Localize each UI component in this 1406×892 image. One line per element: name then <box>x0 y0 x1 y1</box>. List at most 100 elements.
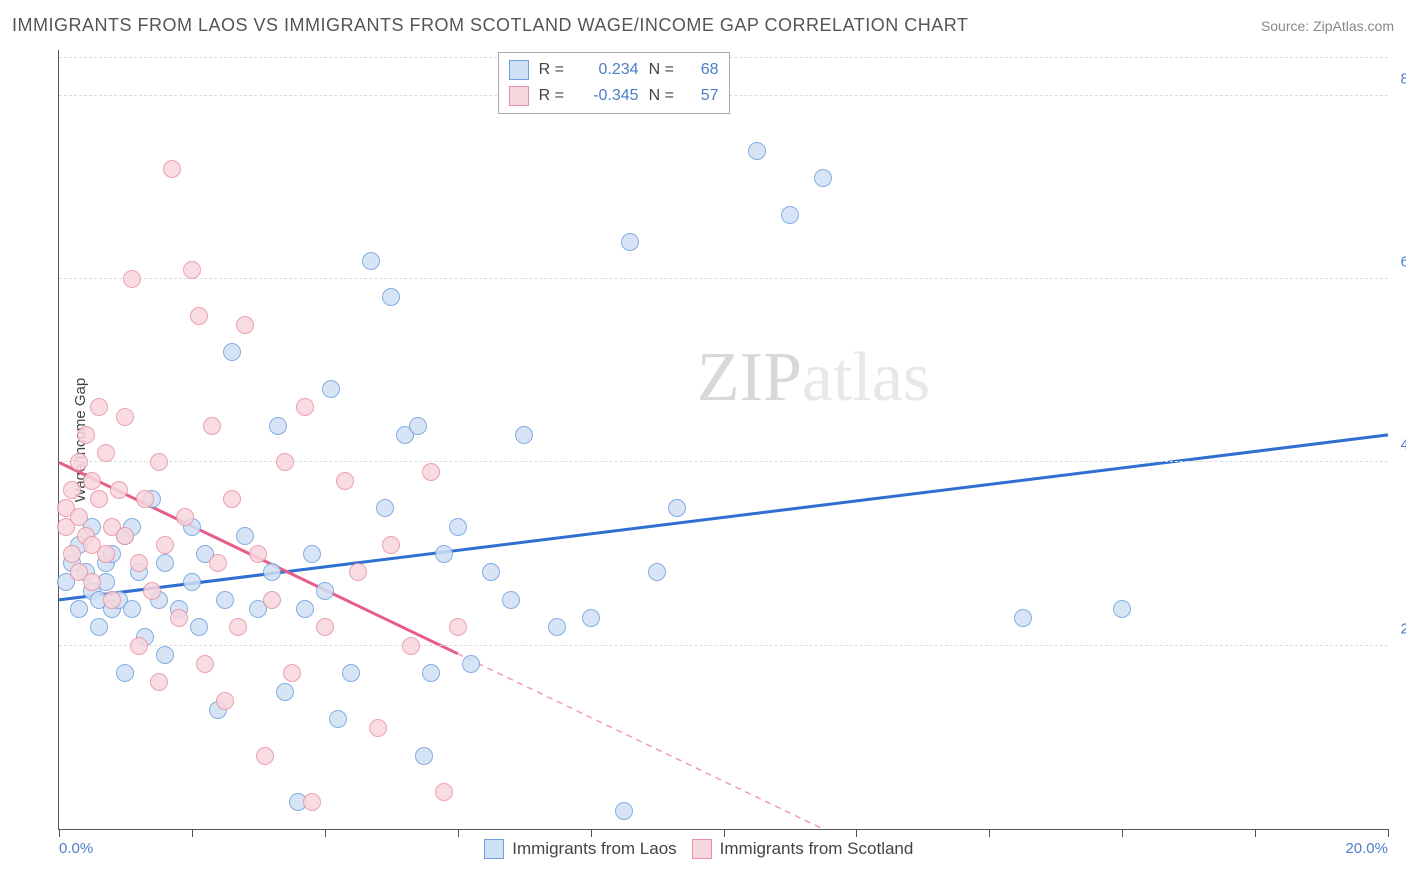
scatter-point-scotland <box>150 453 168 471</box>
scatter-point-laos <box>156 646 174 664</box>
scatter-point-scotland <box>190 307 208 325</box>
scatter-point-laos <box>116 664 134 682</box>
trend-lines <box>59 50 1388 829</box>
scatter-point-scotland <box>77 426 95 444</box>
scatter-point-laos <box>223 343 241 361</box>
scatter-point-laos <box>748 142 766 160</box>
source-attribution: Source: ZipAtlas.com <box>1261 18 1394 34</box>
scatter-point-laos <box>276 683 294 701</box>
x-tick-label: 0.0% <box>59 840 93 857</box>
scatter-point-laos <box>582 609 600 627</box>
r-label: R = <box>539 83 569 109</box>
scatter-point-scotland <box>236 316 254 334</box>
scatter-point-scotland <box>90 490 108 508</box>
scatter-point-scotland <box>229 618 247 636</box>
n-label: N = <box>649 83 679 109</box>
scatter-point-laos <box>648 563 666 581</box>
scatter-point-laos <box>183 573 201 591</box>
x-tick <box>325 829 326 837</box>
scatter-point-laos <box>263 563 281 581</box>
scatter-point-laos <box>621 233 639 251</box>
n-label: N = <box>649 57 679 83</box>
scatter-point-scotland <box>316 618 334 636</box>
scatter-point-scotland <box>130 554 148 572</box>
scatter-point-laos <box>70 600 88 618</box>
y-tick-label: 80.0% <box>1400 70 1406 87</box>
scatter-point-laos <box>814 169 832 187</box>
scatter-point-scotland <box>63 545 81 563</box>
scatter-point-scotland <box>369 719 387 737</box>
stats-row-laos: R =0.234N =68 <box>509 57 719 83</box>
scatter-point-laos <box>362 252 380 270</box>
scatter-point-laos <box>190 618 208 636</box>
scatter-point-scotland <box>435 783 453 801</box>
scatter-point-scotland <box>97 444 115 462</box>
scatter-point-scotland <box>303 793 321 811</box>
swatch-scotland <box>692 839 712 859</box>
scatter-point-scotland <box>90 398 108 416</box>
legend-item-laos: Immigrants from Laos <box>484 839 676 859</box>
gridline <box>59 461 1388 462</box>
scatter-point-laos <box>1014 609 1032 627</box>
scatter-point-scotland <box>150 673 168 691</box>
scatter-point-laos <box>409 417 427 435</box>
scatter-point-laos <box>422 664 440 682</box>
gridline <box>59 278 1388 279</box>
scatter-point-scotland <box>123 270 141 288</box>
scatter-point-laos <box>123 600 141 618</box>
scatter-point-scotland <box>110 481 128 499</box>
scatter-point-laos <box>482 563 500 581</box>
scatter-point-laos <box>296 600 314 618</box>
scatter-point-scotland <box>103 591 121 609</box>
n-value: 68 <box>689 57 719 83</box>
stats-legend: R =0.234N =68R =-0.345N =57 <box>498 52 730 114</box>
scatter-point-scotland <box>382 536 400 554</box>
scatter-point-laos <box>435 545 453 563</box>
gridline <box>59 645 1388 646</box>
x-tick <box>591 829 592 837</box>
scatter-point-scotland <box>156 536 174 554</box>
n-value: 57 <box>689 83 719 109</box>
scatter-point-scotland <box>163 160 181 178</box>
scatter-point-scotland <box>402 637 420 655</box>
scatter-point-laos <box>216 591 234 609</box>
scatter-point-laos <box>668 499 686 517</box>
scatter-point-scotland <box>83 472 101 490</box>
scatter-plot: ZIPatlas 20.0%40.0%60.0%80.0%0.0%20.0%R … <box>58 50 1388 830</box>
scatter-point-scotland <box>63 481 81 499</box>
scatter-point-laos <box>548 618 566 636</box>
scatter-point-laos <box>376 499 394 517</box>
swatch-scotland <box>509 86 529 106</box>
x-tick <box>1388 829 1389 837</box>
x-tick <box>856 829 857 837</box>
scatter-point-scotland <box>216 692 234 710</box>
swatch-laos <box>509 60 529 80</box>
scatter-point-laos <box>329 710 347 728</box>
x-tick <box>724 829 725 837</box>
scatter-point-laos <box>382 288 400 306</box>
scatter-point-scotland <box>223 490 241 508</box>
scatter-point-laos <box>316 582 334 600</box>
scatter-point-laos <box>781 206 799 224</box>
r-value: -0.345 <box>579 83 639 109</box>
chart-header: IMMIGRANTS FROM LAOS VS IMMIGRANTS FROM … <box>12 15 1394 36</box>
legend-label: Immigrants from Scotland <box>720 839 914 859</box>
scatter-point-scotland <box>349 563 367 581</box>
scatter-point-scotland <box>83 573 101 591</box>
watermark: ZIPatlas <box>697 338 930 418</box>
scatter-point-scotland <box>143 582 161 600</box>
legend-item-scotland: Immigrants from Scotland <box>692 839 914 859</box>
x-tick <box>989 829 990 837</box>
x-tick <box>458 829 459 837</box>
r-value: 0.234 <box>579 57 639 83</box>
x-tick <box>1122 829 1123 837</box>
x-tick <box>59 829 60 837</box>
scatter-point-scotland <box>296 398 314 416</box>
scatter-point-scotland <box>116 408 134 426</box>
scatter-point-laos <box>502 591 520 609</box>
scatter-point-laos <box>415 747 433 765</box>
scatter-point-scotland <box>336 472 354 490</box>
scatter-point-laos <box>303 545 321 563</box>
scatter-point-scotland <box>449 618 467 636</box>
scatter-point-scotland <box>130 637 148 655</box>
